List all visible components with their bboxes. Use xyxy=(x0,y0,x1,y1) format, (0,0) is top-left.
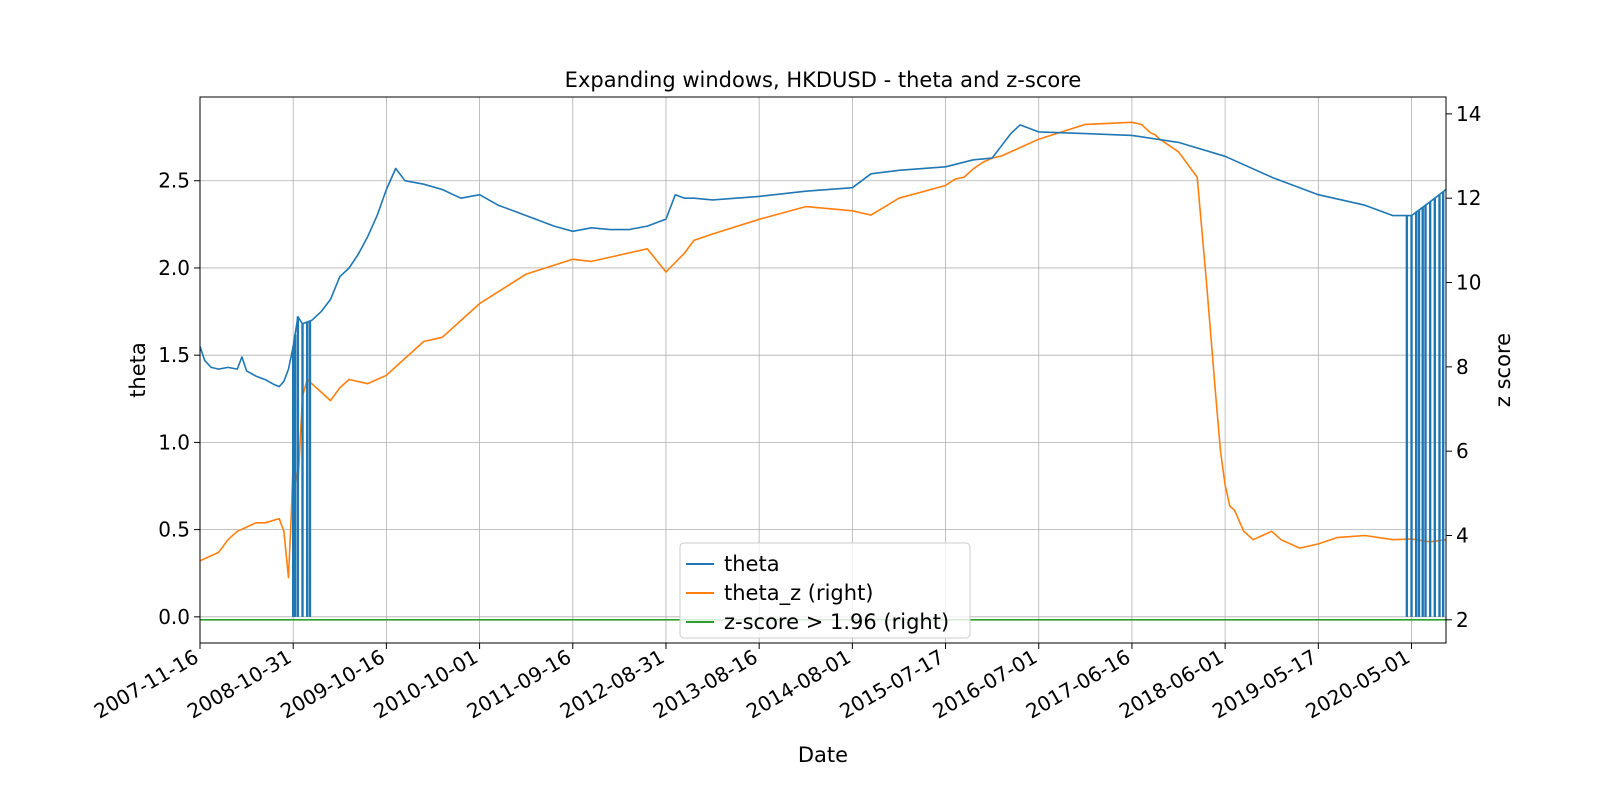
x-tick-label: 2010-10-01 xyxy=(369,645,482,724)
legend-label: theta xyxy=(724,552,780,576)
x-tick-label: 2019-05-17 xyxy=(1208,645,1321,724)
x-tick-label: 2007-11-16 xyxy=(90,645,203,724)
plot-frame xyxy=(199,96,1447,644)
x-tick-label: 2017-06-16 xyxy=(1022,645,1135,724)
legend-label: z-score > 1.96 (right) xyxy=(724,610,949,634)
x-tick-label: 2012-08-31 xyxy=(556,645,669,724)
legend-box xyxy=(679,542,971,639)
legend-label: theta_z (right) xyxy=(724,581,874,606)
x-tick-label: 2008-10-31 xyxy=(183,645,296,724)
x-tick-label: 2015-07-17 xyxy=(835,645,948,724)
x-tick-label: 2018-06-01 xyxy=(1115,645,1228,724)
x-tick-label: 2016-07-01 xyxy=(929,645,1042,724)
y-left-tick-label: 1.0 xyxy=(158,430,190,454)
y-right-tick-label: 12 xyxy=(1456,186,1481,210)
y-left-axis-label: theta xyxy=(126,342,150,398)
y-left-tick-label: 2.5 xyxy=(158,169,190,193)
y-left-tick-label: 2.0 xyxy=(158,256,190,280)
y-right-tick-label: 6 xyxy=(1456,439,1469,463)
y-right-tick-label: 14 xyxy=(1456,102,1481,126)
y-right-tick-label: 8 xyxy=(1456,355,1469,379)
x-tick-label: 2020-05-01 xyxy=(1301,645,1414,724)
theta-series-line xyxy=(199,124,1447,388)
x-tick-label: 2011-09-16 xyxy=(463,645,576,724)
y-right-tick-label: 10 xyxy=(1456,271,1481,295)
x-tick-label: 2014-08-01 xyxy=(742,645,855,724)
y-left-tick-label: 0.5 xyxy=(158,518,190,542)
y-right-tick-label: 4 xyxy=(1456,523,1469,547)
x-tick-label: 2013-08-16 xyxy=(649,645,762,724)
y-left-tick-label: 0.0 xyxy=(158,605,190,629)
y-right-tick-label: 2 xyxy=(1456,608,1469,632)
x-axis-label: Date xyxy=(798,743,848,767)
y-left-tick-label: 1.5 xyxy=(158,343,190,367)
y-right-axis-label: z score xyxy=(1491,333,1515,407)
chart-title: Expanding windows, HKDUSD - theta and z-… xyxy=(565,68,1082,92)
x-tick-label: 2009-10-16 xyxy=(276,645,389,724)
